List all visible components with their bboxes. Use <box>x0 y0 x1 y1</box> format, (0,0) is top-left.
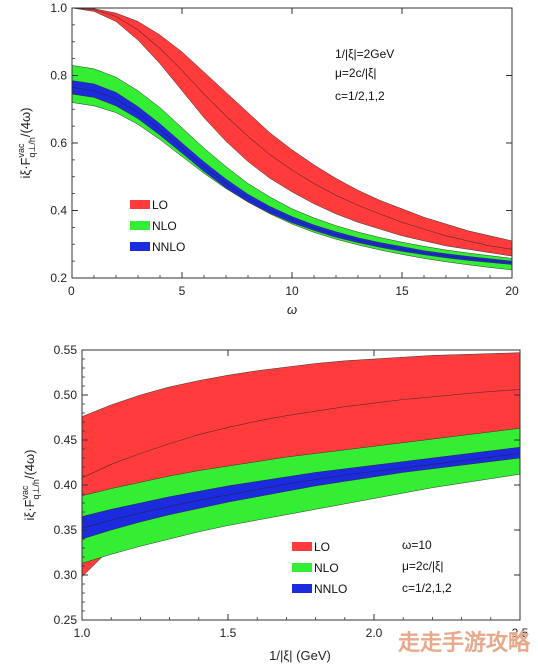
y-tick-label: 0.50 <box>54 388 78 402</box>
y-tick-label: 1.0 <box>50 1 67 15</box>
x-tick-label: 15 <box>395 284 409 298</box>
y-tick-label: 0.55 <box>54 343 78 357</box>
x-tick-label: 20 <box>505 284 519 298</box>
y-axis-label: iξ·Fvacq⊥/h/(4ω) <box>20 449 41 520</box>
x-tick-label: 10 <box>285 284 299 298</box>
legend-swatch-nnlo <box>130 242 150 251</box>
legend-swatch-nnlo <box>292 584 312 593</box>
annotation-1: ω=10 <box>402 538 432 552</box>
legend: LO NLO NNLO <box>292 540 347 596</box>
plot-area <box>82 352 520 578</box>
y-tick-label: 0.40 <box>54 478 78 492</box>
central-lo <box>72 8 512 250</box>
central-nnlo <box>72 87 512 264</box>
y-tick-label: 0.30 <box>54 568 78 582</box>
legend-label-lo: LO <box>152 198 168 212</box>
legend-swatch-nlo <box>292 563 312 572</box>
annotation-1: 1/|ξ|=2GeV <box>335 47 394 61</box>
annotation-2: μ=2c/|ξ| <box>335 66 377 80</box>
y-tick-label: 0.6 <box>50 136 67 150</box>
y-tick-label: 0.25 <box>54 613 78 627</box>
annotation-2: μ=2c/|ξ| <box>402 559 444 573</box>
legend-label-nlo: NLO <box>314 561 339 575</box>
chart-2: 1.0 1.5 2.0 2.5 0.25 0.30 0.35 0.40 0.45 0.50 0.55… <box>20 343 529 663</box>
x-tick-label: 2.0 <box>366 626 383 640</box>
legend-label-nlo: NLO <box>152 219 177 233</box>
x-tick-label: 0 <box>68 284 75 298</box>
central-nnlo <box>82 453 520 529</box>
x-tick-label: 1.0 <box>74 626 91 640</box>
central-lo <box>82 389 520 479</box>
legend-swatch-lo <box>292 542 312 551</box>
legend-label-nnlo: NNLO <box>152 240 185 254</box>
x-tick-label: 1.5 <box>220 626 237 640</box>
x-axis-label: ω <box>287 302 297 317</box>
plot-area <box>72 8 512 271</box>
x-axis-label: 1/|ξ| (GeV) <box>269 648 331 663</box>
legend-label-nnlo: NNLO <box>314 582 347 596</box>
legend-label-lo: LO <box>314 540 330 554</box>
y-tick-label: 0.2 <box>50 271 67 285</box>
legend: LO NLO NNLO <box>130 198 185 254</box>
y-tick-label: 0.4 <box>50 204 67 218</box>
y-tick-label: 0.45 <box>54 433 78 447</box>
watermark: 走走手游攻略 <box>398 630 531 656</box>
legend-swatch-lo <box>130 200 150 209</box>
y-axis-label: iξ·Fvacq⊥/h/(4ω) <box>16 107 37 178</box>
band-nlo <box>72 65 512 271</box>
chart-1: 0 5 10 15 20 0.2 0.4 0.6 0.8 1.0 ω iξ·Fvacq⊥/h/(4ω)… <box>16 1 519 317</box>
x-tick-label: 2.5 <box>512 626 529 640</box>
annotation-3: c=1/2,1,2 <box>402 581 452 595</box>
x-tick-label: 5 <box>179 284 186 298</box>
band-nnlo <box>82 446 520 540</box>
y-tick-label: 0.35 <box>54 523 78 537</box>
annotation-3: c=1/2,1,2 <box>335 89 385 103</box>
y-tick-label: 0.8 <box>50 69 67 83</box>
legend-swatch-nlo <box>130 221 150 230</box>
